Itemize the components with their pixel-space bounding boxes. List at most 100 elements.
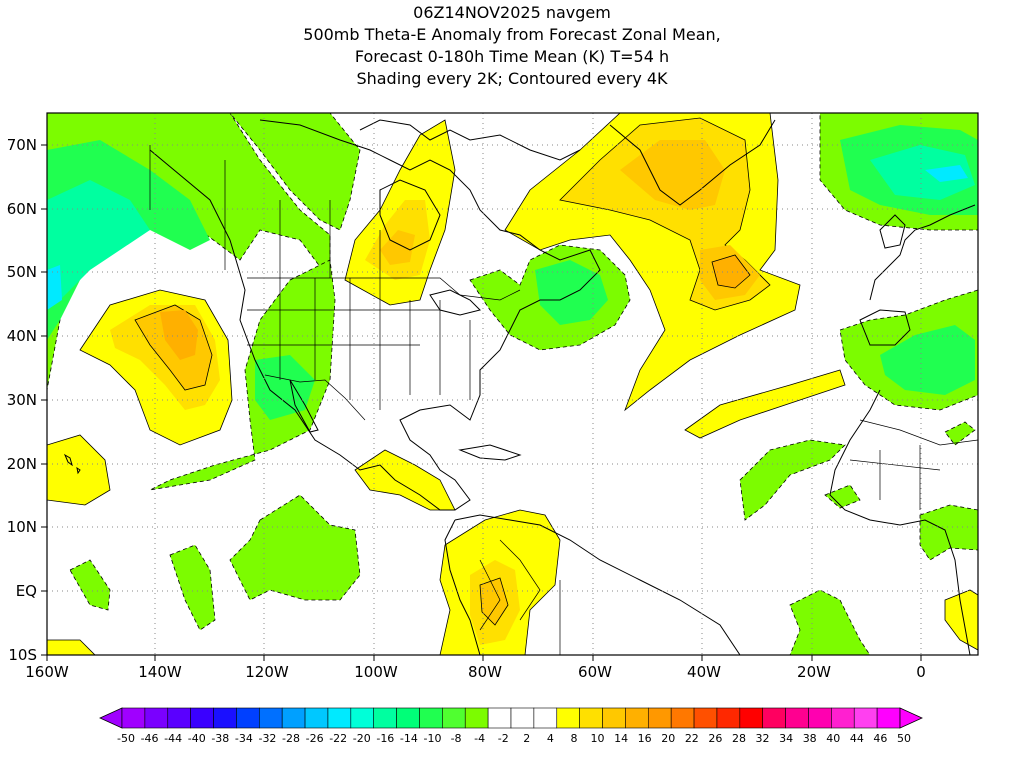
colorbar-label: -22	[329, 732, 347, 745]
se-pacific-warm	[47, 639, 96, 655]
colorbar-swatch	[533, 707, 558, 729]
e-africa-warm	[944, 589, 978, 651]
colorbar-swatch	[258, 707, 283, 729]
y-tick-label: 40N	[7, 327, 37, 345]
colorbar-label: 46	[873, 732, 887, 745]
y-tick-label: 70N	[7, 136, 37, 154]
colorbar-label: -2	[498, 732, 509, 745]
colorbar-swatch	[739, 707, 764, 729]
hawaii-warm	[47, 434, 111, 506]
greenland-coast	[609, 119, 776, 206]
colorbar-swatch	[556, 707, 580, 729]
colorbar-swatch	[693, 707, 718, 729]
shading-layer	[47, 113, 978, 655]
x-tick-label: 80W	[468, 663, 502, 681]
us-canada-border	[247, 277, 521, 301]
baja-coast	[289, 379, 319, 433]
south-atlantic-cold	[789, 589, 871, 655]
tropical-atlantic-cold	[739, 439, 846, 521]
cuba-coast	[458, 444, 522, 461]
y-tick-label: EQ	[16, 582, 37, 600]
sw-us-cold-band	[149, 259, 336, 491]
colorbar-label: 28	[732, 732, 746, 745]
colorbar-label: 4	[547, 732, 554, 745]
colorbar-label: 16	[638, 732, 652, 745]
pacific-cold-streak	[169, 544, 216, 631]
x-tick-label: 0	[916, 663, 926, 681]
colorbar-label: 8	[570, 732, 577, 745]
us-state-lines-west	[247, 278, 440, 400]
y-tick-label: 10N	[7, 518, 37, 536]
colorbar-label: 38	[803, 732, 817, 745]
y-tick-label: 20N	[7, 455, 37, 473]
borders	[149, 145, 978, 655]
sw-us-cold-inner	[255, 355, 315, 420]
coastlines	[63, 119, 976, 655]
colorbar-label: -14	[400, 732, 418, 745]
colorbar-swatch	[190, 707, 214, 729]
colorbar-swatch	[464, 707, 489, 729]
mediterranean-cold-inner	[880, 325, 975, 395]
gulf-guinea-cold	[919, 504, 978, 561]
colorbar-swatch	[831, 707, 855, 729]
colorbar-swatch	[785, 707, 809, 729]
colorbar-swatch	[396, 707, 420, 729]
atlantic-warm-streak	[684, 369, 846, 439]
south-america-coast	[444, 514, 741, 655]
north-america-coast	[149, 119, 601, 511]
greenland-warm-strong	[620, 140, 725, 210]
n-atlantic-warm-core	[711, 254, 751, 289]
colorbar-swatch	[876, 707, 901, 729]
ne-pacific-warm-core	[160, 310, 198, 360]
colorbar-arrow-high	[899, 707, 923, 729]
y-tick-label: 10S	[8, 646, 37, 664]
colorbar-label: -8	[451, 732, 462, 745]
y-tick-label: 50N	[7, 263, 37, 281]
title-line-3: Forecast 0-180h Time Mean (K) T=54 h	[354, 47, 670, 66]
colorbar-label: 22	[685, 732, 699, 745]
colorbar-swatch	[121, 707, 146, 729]
colorbar-label: -26	[306, 732, 324, 745]
colorbar-label: -44	[164, 732, 182, 745]
colorbar-swatch	[236, 707, 260, 729]
colorbar-label: 14	[614, 732, 628, 745]
colorbar-label: -16	[376, 732, 394, 745]
plot-frame	[46, 112, 979, 656]
maritimes-cold-inner	[535, 260, 608, 325]
colorbar-swatch	[419, 707, 443, 729]
colorbar-swatch	[487, 707, 512, 729]
w-africa-cold	[824, 484, 861, 509]
colorbar-label: -40	[188, 732, 206, 745]
colorbar-swatch	[853, 707, 878, 729]
colorbar-label: -28	[282, 732, 300, 745]
colorbar-label: 10	[591, 732, 605, 745]
colorbar-swatch	[442, 707, 466, 729]
x-tick-label: 120W	[245, 663, 289, 681]
colorbar-label: -20	[353, 732, 371, 745]
gulf-alaska-cold-core	[47, 180, 150, 310]
colorbar-label: -32	[258, 732, 276, 745]
british-isles-coast	[879, 214, 906, 249]
colorbar-swatch	[625, 707, 649, 729]
colorbar-label: 40	[826, 732, 840, 745]
colorbar-label: -10	[424, 732, 442, 745]
x-tick-label: 60W	[578, 663, 612, 681]
title-line-4: Shading every 2K; Contoured every 4K	[356, 69, 668, 88]
south-america-borders	[479, 539, 561, 655]
colorbar-arrow-low	[99, 707, 123, 729]
africa-coast	[829, 389, 971, 655]
axis-ticks	[41, 144, 922, 661]
africa-borders	[849, 419, 978, 510]
colorbar: -50 -46 -44 -40 -38 -34 -32 -28 -26 -22 -20 -16 -14-…	[99, 707, 923, 745]
colorbar-swatch	[716, 707, 741, 729]
scandinavia-cold-peak	[925, 165, 968, 182]
colorbar-label: 50	[897, 732, 911, 745]
hawaii-coast	[63, 453, 81, 475]
far-pacific-cold	[69, 559, 111, 611]
central-pacific-cold	[229, 494, 361, 601]
colorbar-swatch	[350, 707, 375, 729]
med-cold-small	[944, 421, 976, 446]
colorbar-label: 20	[661, 732, 675, 745]
colorbar-swatch	[304, 707, 329, 729]
colorbar-label: 32	[756, 732, 770, 745]
